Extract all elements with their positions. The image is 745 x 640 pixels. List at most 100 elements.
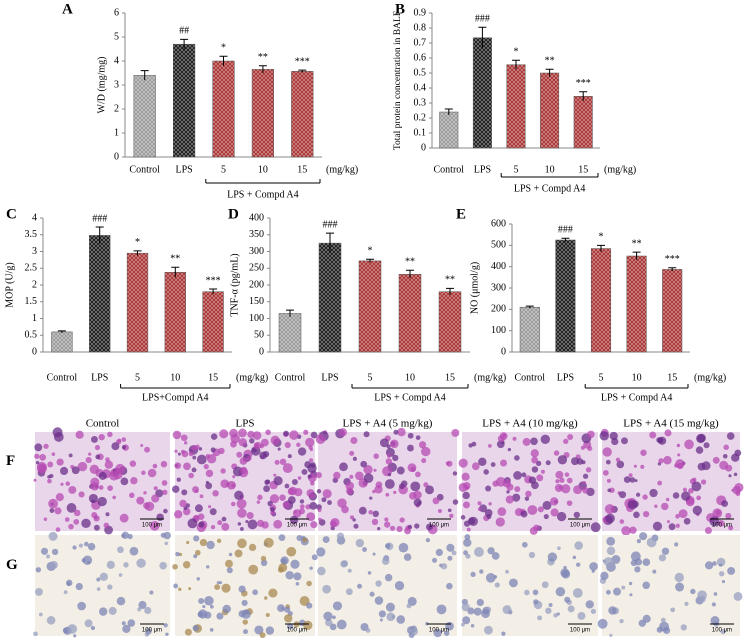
tissue-cell: [34, 443, 43, 452]
tissue-cell: [545, 607, 552, 614]
tissue-cell: [209, 604, 214, 609]
tissue-cell: [495, 517, 505, 527]
tissue-cell: [163, 623, 168, 628]
tissue-cell: [121, 445, 127, 450]
tissue-cell: [542, 500, 552, 510]
tissue-cell: [332, 615, 336, 620]
tissue-cell: [310, 521, 318, 529]
tissue-cell: [665, 497, 670, 502]
tissue-cell: [355, 471, 364, 481]
tissue-cell: [87, 560, 91, 564]
x-tick-label: LPS: [91, 372, 108, 383]
unit-label: (mg/kg): [236, 372, 268, 383]
tissue-cell: [462, 491, 470, 500]
significance: **: [170, 254, 180, 265]
tissue-cell: [296, 534, 303, 542]
tissue-cell: [160, 460, 168, 468]
tissue-cell: [719, 563, 723, 567]
tissue-cell: [216, 581, 220, 585]
tissue-cell: [243, 609, 249, 615]
tissue-cell: [530, 449, 539, 458]
tissue-cell: [33, 478, 37, 482]
group-label: LPS + Compd A4: [374, 392, 446, 403]
tissue-cell: [147, 468, 157, 478]
tissue-cell: [484, 508, 493, 517]
tissue-cell: [177, 452, 181, 456]
tissue-cell: [532, 589, 539, 596]
error-bar: [446, 287, 454, 296]
tissue-cell: [488, 502, 492, 506]
tissue-cell: [315, 471, 322, 479]
tissue-cell: [398, 542, 409, 553]
tissue-cell: [497, 435, 505, 443]
tissue-cell: [159, 561, 167, 570]
tissue-cell: [305, 504, 311, 510]
tissue-cell: [413, 498, 422, 507]
y-tick-label: 2.5: [25, 263, 38, 274]
tissue-cell: [415, 471, 421, 478]
tissue-cell: [497, 507, 507, 517]
y-tick-label: 150: [249, 296, 264, 307]
tissue-cell: [144, 606, 152, 615]
tissue-cell: [678, 509, 688, 519]
tissue-cell: [221, 516, 227, 522]
y-tick-label: 0.2: [414, 112, 427, 123]
tissue-cell: [273, 476, 283, 486]
error-bar: [406, 269, 414, 279]
tissue-cell: [205, 480, 209, 484]
tissue-cell: [68, 453, 73, 458]
tissue-cell: [332, 601, 343, 611]
tissue-cell: [65, 481, 71, 486]
bar: [555, 239, 576, 353]
tissue-cell: [278, 563, 288, 572]
tissue-cell: [452, 471, 458, 476]
tissue-cell: [446, 543, 455, 552]
tissue-cell: [684, 439, 694, 450]
tissue-cell: [120, 477, 129, 486]
tissue-cell: [721, 580, 726, 584]
tissue-cell: [628, 473, 633, 478]
tissue-cell: [381, 557, 390, 565]
tissue-cell: [183, 462, 191, 471]
tissue-cell: [234, 490, 244, 501]
tissue-cell: [352, 456, 357, 461]
tissue-cell: [597, 618, 608, 629]
tissue-cell: [179, 499, 187, 508]
tissue-cell: [87, 542, 96, 551]
tissue-cell: [731, 488, 735, 492]
tissue-cell: [514, 486, 521, 493]
tissue-cell: [317, 566, 326, 576]
x-tick-label: 15: [208, 372, 218, 383]
y-tick-label: 1: [114, 127, 119, 138]
tissue-cell: [206, 454, 217, 464]
y-axis-title: TNF-α (pg/mL): [229, 253, 240, 316]
tissue-cell: [711, 602, 716, 607]
significance: ###: [323, 219, 338, 230]
error-bar: [171, 266, 180, 278]
tissue-cell: [555, 470, 564, 479]
tissue-cell: [585, 600, 594, 609]
tissue-cell: [547, 552, 558, 562]
tissue-cell: [557, 455, 568, 465]
column-label: LPS: [236, 418, 255, 430]
tissue-cell: [379, 618, 383, 622]
tissue-cell: [173, 583, 179, 589]
tissue-cell: [672, 492, 680, 499]
tissue-cell: [286, 623, 294, 630]
tissue-cell: [107, 485, 113, 492]
tissue-cell: [432, 497, 440, 505]
y-tick-label: 5: [114, 31, 119, 42]
tissue-cell: [217, 520, 223, 526]
tissue-cell: [697, 462, 706, 471]
tissue-cell: [589, 562, 598, 571]
tissue-cell: [163, 531, 171, 540]
tissue-cell: [372, 552, 376, 556]
tissue-cell: [606, 536, 616, 546]
tissue-cell: [557, 546, 561, 551]
tissue-cell: [238, 438, 248, 447]
tissue-cell: [396, 525, 403, 533]
tissue-cell: [733, 472, 738, 477]
tissue-cell: [174, 449, 178, 453]
tissue-cell: [240, 466, 248, 475]
tissue-cell: [712, 508, 723, 519]
